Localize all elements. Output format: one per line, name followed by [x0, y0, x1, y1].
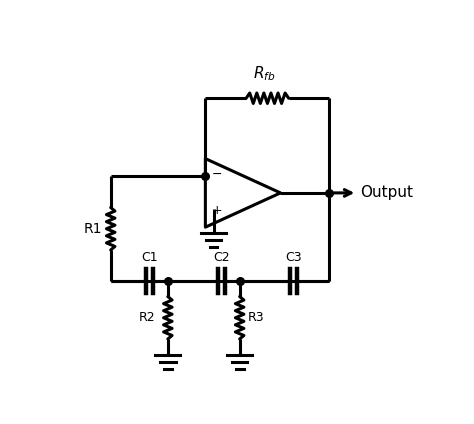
Text: −: − [211, 168, 222, 181]
Text: Output: Output [360, 185, 413, 201]
Text: C3: C3 [285, 251, 302, 264]
Text: C1: C1 [142, 251, 158, 264]
Text: R3: R3 [248, 311, 264, 324]
Text: $R_{fb}$: $R_{fb}$ [253, 64, 275, 83]
Text: +: + [211, 204, 222, 218]
Text: R1: R1 [83, 222, 102, 236]
Text: C2: C2 [213, 251, 230, 264]
Text: R2: R2 [138, 311, 155, 324]
